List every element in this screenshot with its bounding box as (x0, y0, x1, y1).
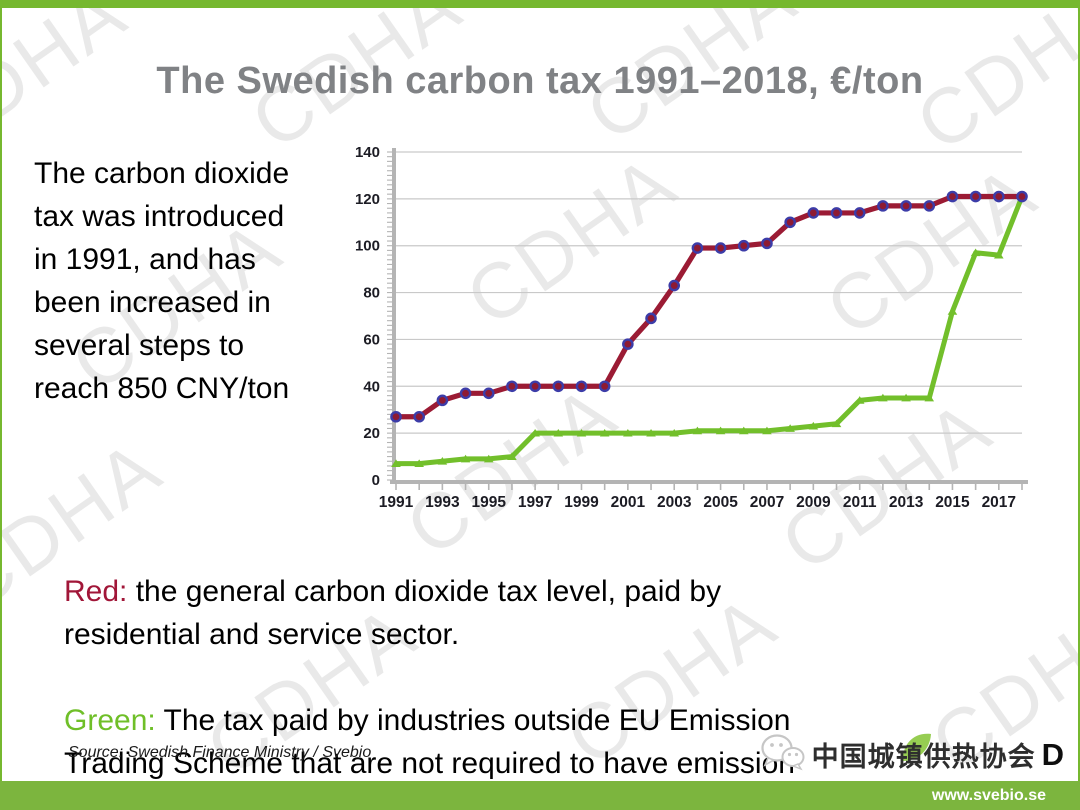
top-border-bar (0, 0, 1080, 8)
svg-text:2007: 2007 (750, 494, 784, 511)
svg-text:2015: 2015 (935, 494, 970, 511)
footer-url: www.svebio.se (931, 786, 1046, 804)
leaf-icon (902, 733, 931, 761)
logo-text: 中国城镇供热协会 (811, 742, 1036, 772)
wechat-icon (760, 733, 806, 776)
svg-text:20: 20 (363, 425, 380, 442)
svg-text:140: 140 (355, 144, 380, 161)
right-border (1078, 0, 1080, 810)
logo-text-wrap: 中国城镇供热协会 (811, 733, 1036, 774)
svg-text:0: 0 (372, 472, 380, 489)
svg-text:2003: 2003 (657, 494, 692, 511)
slide-title: The Swedish carbon tax 1991–2018, €/ton (156, 60, 924, 102)
red-definition-text: the general carbon dioxide tax level, pa… (64, 575, 722, 651)
red-definition: Red: the general carbon dioxide tax leve… (64, 570, 1014, 656)
svg-text:80: 80 (363, 285, 380, 302)
svg-text:1991: 1991 (379, 494, 414, 511)
legend-paragraphs: Red: the general carbon dioxide tax leve… (64, 527, 1014, 810)
intro-text: The carbon dioxide tax was introduced in… (34, 157, 290, 405)
green-label: Green: (64, 704, 156, 737)
green-definition-text: The tax paid by industries outside EU Em… (64, 704, 795, 810)
svg-text:2013: 2013 (889, 494, 924, 511)
red-label: Red: (64, 575, 128, 608)
svg-text:2001: 2001 (611, 494, 646, 511)
cdha-logo: 中国城镇供热协会 D (760, 733, 1064, 776)
logo-d-mark: D (1041, 737, 1064, 772)
svg-text:120: 120 (355, 191, 380, 208)
carbon-tax-chart: 0 20 40 60 80 100 120 140 1991 1993 1995 1997 1999 20… (352, 142, 1042, 521)
svg-text:1995: 1995 (471, 494, 506, 511)
svg-text:1999: 1999 (564, 494, 599, 511)
svg-text:2017: 2017 (982, 494, 1016, 511)
svg-text:1997: 1997 (518, 494, 552, 511)
svg-text:2009: 2009 (796, 494, 831, 511)
svg-text:40: 40 (363, 378, 380, 395)
left-border (0, 0, 2, 810)
svg-text:60: 60 (363, 331, 380, 348)
green-definition: Green: The tax paid by industries outsid… (64, 699, 1014, 810)
footer-bar: www.svebio.se (0, 781, 1080, 810)
svg-text:100: 100 (355, 238, 380, 255)
svg-text:1993: 1993 (425, 494, 460, 511)
source-note: Source: Swedish Finance Ministry / Svebi… (68, 744, 372, 761)
svg-text:2005: 2005 (703, 494, 738, 511)
carbon-tax-chart-svg: 0 20 40 60 80 100 120 140 1991 1993 1995 1997 1999 20… (355, 144, 1028, 511)
svg-text:2011: 2011 (843, 494, 877, 511)
